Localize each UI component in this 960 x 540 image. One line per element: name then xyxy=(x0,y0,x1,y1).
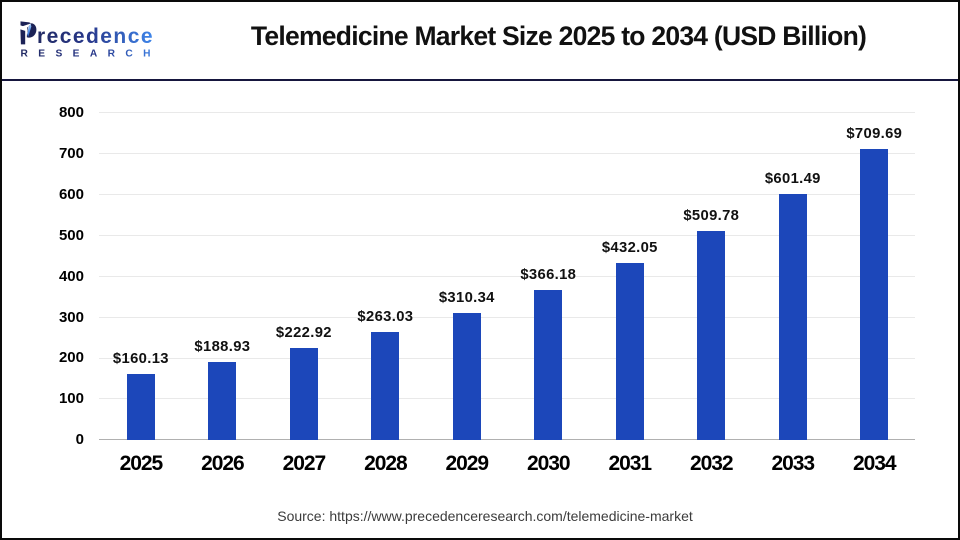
svg-text:recedence: recedence xyxy=(37,25,154,48)
svg-text:RESEARCH: RESEARCH xyxy=(21,49,161,60)
